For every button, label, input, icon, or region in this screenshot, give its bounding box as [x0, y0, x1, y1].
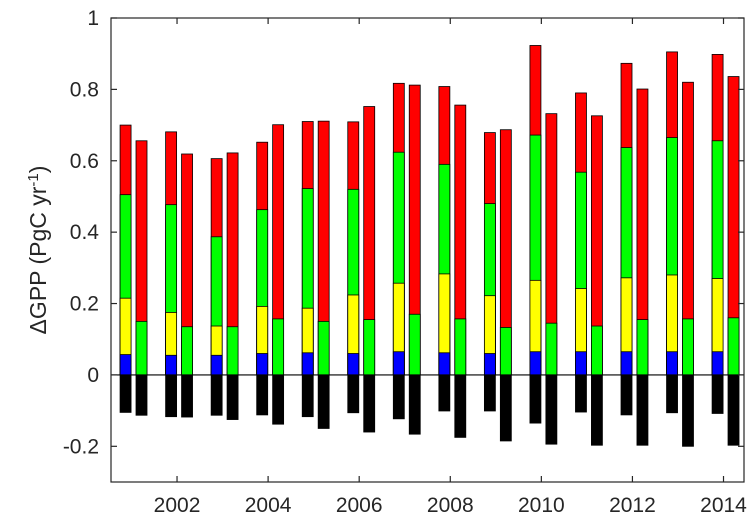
- bar-negative-segment: [575, 374, 587, 413]
- bar-negative-segment: [392, 374, 405, 420]
- bar-blue-segment: [529, 351, 542, 376]
- ticks-layer: -0.2 0 0.2 0.4 0.6 0.8 1 2002 2004 2006 2008 2010 20…: [63, 7, 747, 517]
- bar-blue-segment: [438, 352, 451, 376]
- bar-negative-segment: [454, 374, 467, 438]
- bar-negative-segment: [272, 374, 285, 425]
- bar-blue-segment: [392, 351, 405, 376]
- bar-negative-segment: [438, 374, 451, 412]
- bar-blue-segment: [301, 352, 314, 376]
- bar-negative-segment: [181, 374, 193, 418]
- bar-green-segment: [363, 319, 376, 376]
- bar-blue-segment: [575, 351, 587, 376]
- bar-blue-segment: [119, 354, 132, 376]
- y-axis-label: ΔGPP (PgC yr-1): [25, 166, 52, 335]
- bar-negative-segment: [408, 374, 421, 435]
- bar-negative-segment: [301, 374, 314, 418]
- x-tick-label: 2008: [427, 494, 474, 517]
- bar-negative-segment: [226, 374, 239, 420]
- bar-negative-segment: [119, 374, 132, 413]
- bar-negative-segment: [636, 374, 649, 446]
- bar-blue-segment: [256, 353, 269, 376]
- bar-green-segment: [181, 326, 193, 376]
- x-tick-label: 2012: [609, 494, 656, 517]
- y-tick-label: 0.2: [70, 293, 99, 316]
- bar-green-segment: [408, 313, 421, 376]
- bars-layer: [119, 45, 740, 447]
- bar-blue-segment: [483, 353, 496, 376]
- bar-negative-segment: [256, 374, 269, 416]
- bar-blue-segment: [165, 354, 178, 376]
- bar-green-segment: [727, 317, 740, 376]
- bar-negative-segment: [727, 374, 740, 446]
- bar-green-segment: [636, 319, 649, 376]
- bar-negative-segment: [135, 374, 148, 416]
- y-tick-label: 1: [87, 7, 99, 30]
- y-tick-label: 0.6: [70, 150, 99, 173]
- y-tick-label: 0: [87, 364, 99, 387]
- bar-green-segment: [317, 320, 330, 376]
- bar-negative-segment: [317, 374, 330, 429]
- bar-negative-segment: [483, 374, 496, 412]
- x-tick-label: 2004: [245, 494, 292, 517]
- y-tick-label: 0.8: [70, 78, 99, 101]
- bar-green-segment: [226, 326, 239, 376]
- bar-green-segment: [499, 327, 512, 376]
- y-axis-label-tail: ): [25, 166, 51, 174]
- bar-green-segment: [682, 318, 694, 376]
- x-tick-label: 2010: [518, 494, 565, 517]
- plot-frame: [110, 17, 745, 483]
- bar-negative-segment: [682, 374, 694, 447]
- bar-blue-segment: [711, 351, 724, 376]
- bar-negative-segment: [165, 374, 178, 418]
- bar-blue-segment: [666, 351, 678, 376]
- bar-blue-segment: [210, 354, 223, 376]
- bar-negative-segment: [591, 374, 603, 446]
- bar-negative-segment: [347, 374, 360, 414]
- bar-negative-segment: [499, 374, 512, 442]
- bar-negative-segment: [363, 374, 376, 433]
- y-tick-label: 0.4: [70, 221, 100, 244]
- bar-negative-segment: [620, 374, 633, 416]
- bar-negative-segment: [666, 374, 678, 414]
- bar-green-segment: [135, 320, 148, 376]
- bar-green-segment: [454, 318, 467, 376]
- bar-green-segment: [272, 318, 285, 376]
- x-tick-label: 2014: [700, 494, 747, 517]
- bar-negative-segment: [210, 374, 223, 416]
- bar-negative-segment: [545, 374, 558, 445]
- bar-green-segment: [591, 325, 603, 376]
- x-tick-label: 2006: [336, 494, 383, 517]
- bar-negative-segment: [711, 374, 724, 414]
- y-tick-label: -0.2: [63, 435, 99, 458]
- bar-blue-segment: [620, 351, 633, 376]
- bar-green-segment: [545, 322, 558, 376]
- y-axis-label-main: ΔGPP (PgC yr: [25, 186, 51, 334]
- bar-negative-segment: [529, 374, 542, 424]
- x-tick-label: 2002: [154, 494, 201, 517]
- y-axis-label-sup: -1: [25, 173, 42, 186]
- bar-blue-segment: [347, 353, 360, 376]
